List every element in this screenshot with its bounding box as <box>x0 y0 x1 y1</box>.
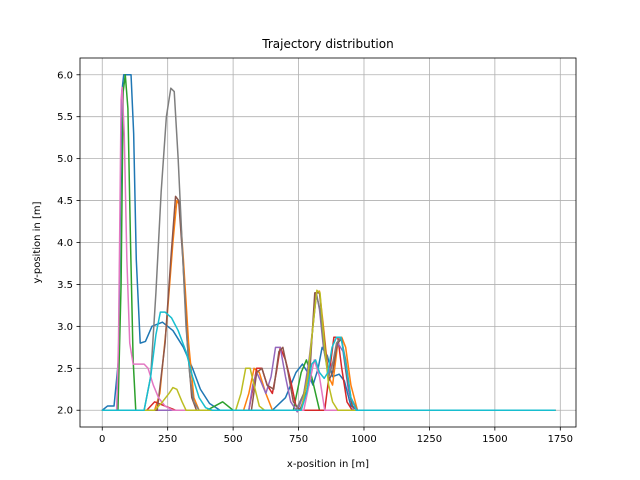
series-line-6 <box>101 195 556 411</box>
x-tick-label: 250 <box>158 434 177 445</box>
series-line-7 <box>101 86 556 411</box>
x-tick-label: 1250 <box>417 434 442 445</box>
y-tick-label: 6.0 <box>57 70 73 81</box>
x-tick-label: 500 <box>224 434 243 445</box>
chart-title: Trajectory distribution <box>261 37 393 51</box>
x-axis-label: x-position in [m] <box>287 459 369 470</box>
y-tick-label: 4.5 <box>57 196 73 207</box>
x-tick-label: 0 <box>99 434 105 445</box>
ticks: 0 250 500 750 1000 1250 1500 1750 2.0 2.5 3.0 3.5 4.… <box>57 70 573 445</box>
x-tick-label: 1500 <box>482 434 507 445</box>
y-tick-label: 2.0 <box>57 406 73 417</box>
y-tick-label: 5.0 <box>57 154 73 165</box>
series-line-10 <box>101 311 556 411</box>
y-tick-label: 3.5 <box>57 280 73 291</box>
x-tick-label: 750 <box>289 434 308 445</box>
x-tick-label: 1750 <box>548 434 573 445</box>
y-axis-label: y-position in [m] <box>32 201 43 283</box>
y-tick-label: 5.5 <box>57 112 73 123</box>
grid <box>80 58 576 427</box>
y-tick-label: 4.0 <box>57 238 73 249</box>
y-tick-label: 2.5 <box>57 364 73 375</box>
x-tick-label: 1000 <box>351 434 376 445</box>
series-group <box>101 74 556 413</box>
series-line-9 <box>101 289 556 411</box>
y-tick-label: 3.0 <box>57 322 73 333</box>
